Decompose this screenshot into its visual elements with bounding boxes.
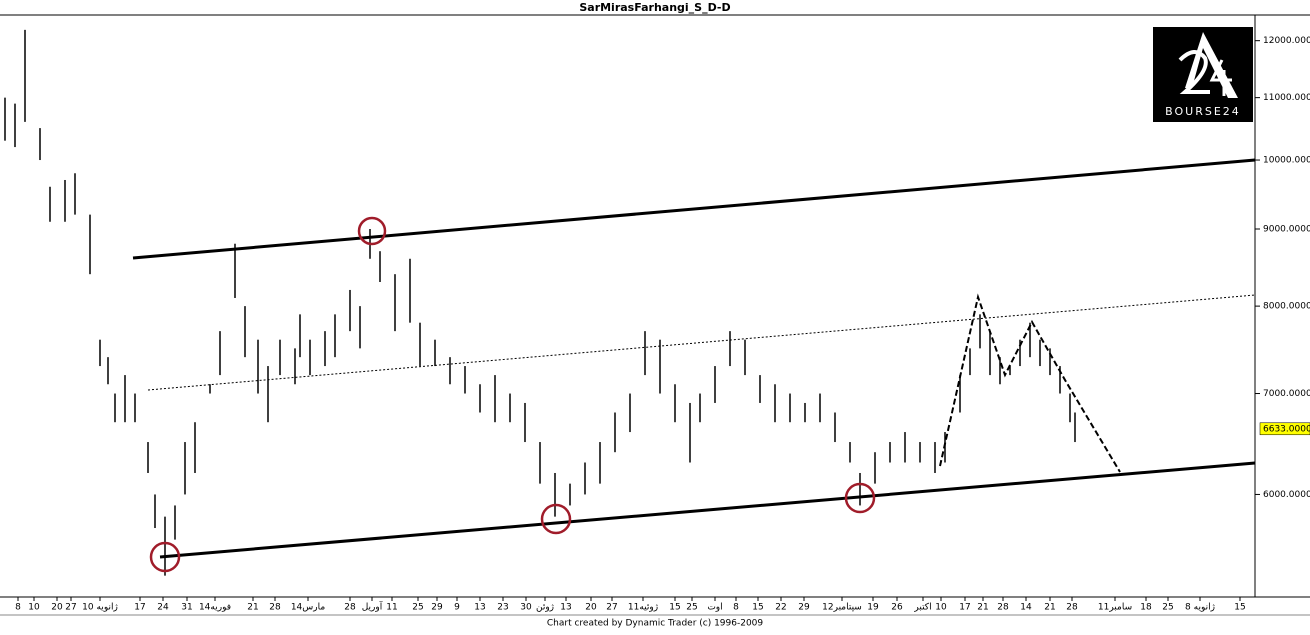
highlight xyxy=(844,482,876,514)
x-tick-label: آوریل xyxy=(362,601,383,613)
lower-channel xyxy=(159,461,1256,559)
x-tick-label: 21 xyxy=(1044,603,1055,613)
x-tick-label: ژانویه 8 xyxy=(1185,603,1215,613)
last-price-box xyxy=(1259,422,1310,436)
x-tick-label: ژوئن xyxy=(536,603,554,613)
highlight xyxy=(357,216,387,246)
logo: BOURSE24 xyxy=(1153,27,1253,122)
x-tick-label: 11 xyxy=(386,603,397,613)
footer: Chart created by Dynamic Trader (c) 1996… xyxy=(547,619,764,629)
x-tick-label: 17 xyxy=(134,603,145,613)
x-tick-label: 25 xyxy=(1162,603,1173,613)
price-bars xyxy=(4,29,1076,576)
y-tick-label: 9000.0000 xyxy=(1263,225,1310,235)
y-tick-label: 10000.0000 xyxy=(1263,156,1310,166)
x-tick-label: 9 xyxy=(454,603,460,613)
x-tick-label: 29 xyxy=(798,603,810,613)
chart-title: SarMirasFarhangi_S_D-D xyxy=(579,1,730,14)
x-tick-label: 15 xyxy=(669,603,680,613)
x-tick-label: 8 xyxy=(15,603,21,613)
x-tick-label: مارس14 xyxy=(291,603,326,613)
x-tick-label: 20 xyxy=(51,603,63,613)
x-tick-label: اوت xyxy=(707,603,722,613)
x-tick-label: 17 xyxy=(959,603,970,613)
x-tick-label: 28 xyxy=(269,603,281,613)
x-tick-label: 21 xyxy=(247,603,258,613)
x-tick-label: 13 xyxy=(474,603,485,613)
x-tick-label: 8 xyxy=(733,603,739,613)
x-tick-label: 27 xyxy=(606,603,617,613)
y-tick-label: 6000.0000 xyxy=(1263,490,1310,500)
mid-channel xyxy=(147,294,1256,391)
x-tick-label: 30 xyxy=(520,603,532,613)
x-tick-label: سامبر11 xyxy=(1098,603,1132,613)
x-tick-label: 27 xyxy=(65,603,76,613)
y-tick-label: 12000.0000 xyxy=(1263,36,1310,46)
x-tick-label: اکتبر xyxy=(913,603,931,613)
x-tick-label: 25 xyxy=(686,603,697,613)
logo-text: BOURSE24 xyxy=(1165,105,1241,118)
highlight xyxy=(540,503,572,535)
x-tick-label: 20 xyxy=(585,603,597,613)
x-tick-label: 26 xyxy=(891,603,903,613)
highlight xyxy=(149,541,181,573)
x-tick-label: 21 xyxy=(977,603,988,613)
y-tick-label: 11000.0000 xyxy=(1263,93,1310,103)
x-tick-label: 29 xyxy=(431,603,443,613)
x-tick-label: 28 xyxy=(1066,603,1078,613)
x-tick-label: سپتامبر12 xyxy=(822,603,862,613)
x-tick-label: 25 xyxy=(412,603,423,613)
x-tick-label: فوریه14 xyxy=(199,603,231,613)
x-tick-label: 31 xyxy=(181,603,192,613)
y-tick-label: 8000.0000 xyxy=(1263,302,1310,312)
y-tick-label: 7000.0000 xyxy=(1263,389,1310,399)
x-tick-label: 10 xyxy=(935,603,947,613)
x-tick-label: 28 xyxy=(344,603,356,613)
pattern-line xyxy=(939,293,1121,473)
x-tick-label: 19 xyxy=(867,603,879,613)
x-tick-label: 15 xyxy=(1234,603,1245,613)
x-tick-label: 18 xyxy=(1140,603,1152,613)
x-tick-label: 28 xyxy=(997,603,1009,613)
upper-channel xyxy=(132,158,1256,260)
x-tick-label: 10 ژانویه xyxy=(82,603,118,613)
x-tick-label: ژوئیه11 xyxy=(628,603,658,613)
x-tick-label: 10 xyxy=(28,603,40,613)
x-tick-label: 14 xyxy=(1020,603,1032,613)
x-tick-label: 22 xyxy=(775,603,786,613)
x-tick-label: 15 xyxy=(752,603,763,613)
x-tick-label: 23 xyxy=(497,603,508,613)
x-tick-label: 24 xyxy=(157,603,169,613)
x-tick-label: 13 xyxy=(560,603,571,613)
last-price-label: 6633.0000 xyxy=(1263,424,1310,434)
